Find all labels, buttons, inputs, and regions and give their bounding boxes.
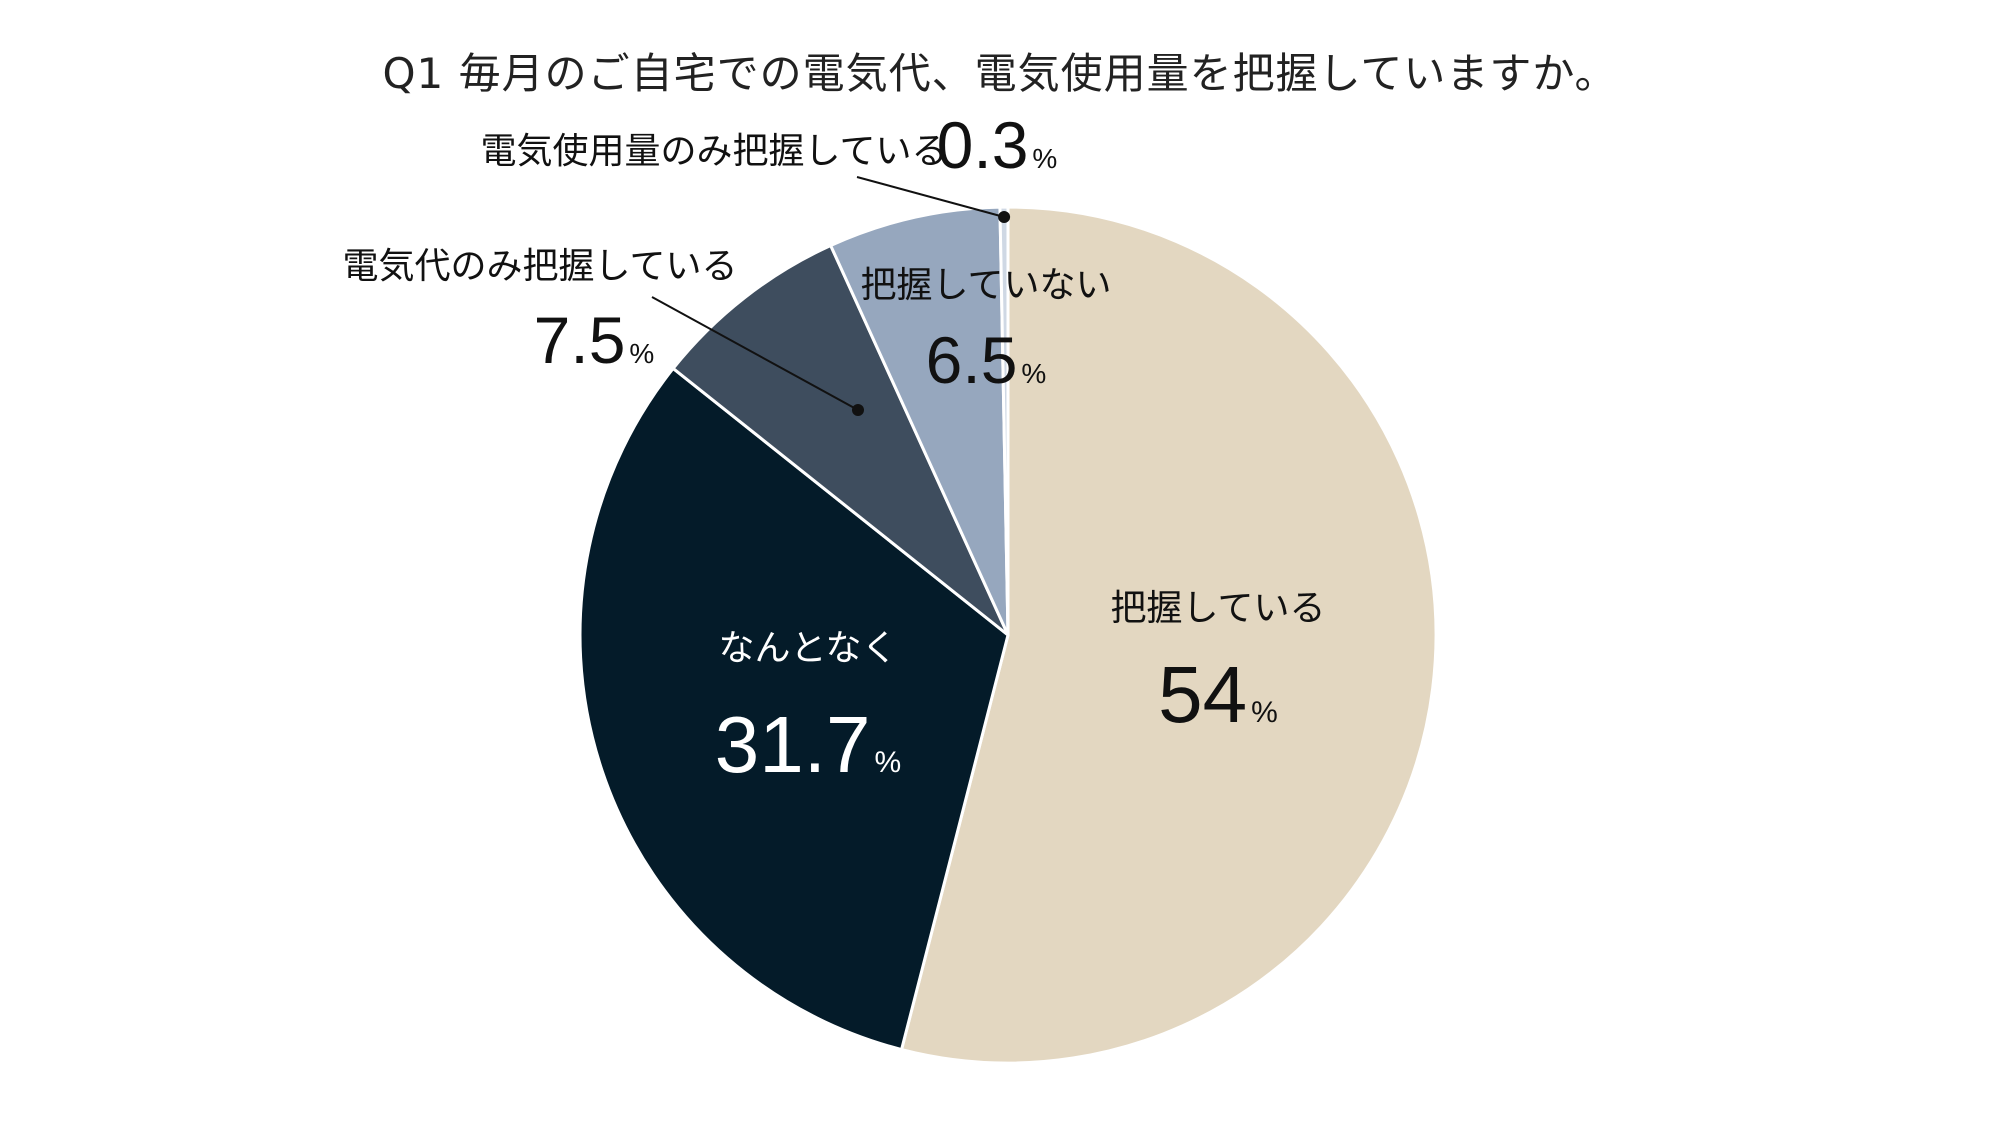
leader-lines [651,176,1011,416]
slice-label-name-0: 把握している [1111,588,1326,629]
chart-title: Q1 毎月のご自宅での電気代、電気使用量を把握していますか。 [382,49,1617,98]
pie-slice-0 [900,205,1438,1065]
pie-slice-2 [671,243,1010,637]
slice-labels: 把握している 54 % なんとなく 31.7 % 電気代のみ把握している 7.5 % 把握していな… [343,108,1326,789]
slice-label-value-4: 0.3% [937,108,1058,182]
pie-slice-1 [578,366,1010,1052]
slice-label-name-3: 把握していない [861,265,1112,306]
leader-dot-4 [998,211,1011,223]
leader-dot-2 [852,404,864,416]
slice-label-value-1: 31.7% [715,700,901,789]
slice-label-name-4: 電気使用量のみ把握している [481,131,948,172]
slice-label-name-2: 電気代のみ把握している [343,246,738,287]
pie-slices [578,205,1438,1065]
leader-line-2 [651,296,859,411]
slice-label-value-2: 7.5% [534,303,655,377]
pie-slice-3 [829,205,1010,637]
slice-label-value-0: 54% [1158,650,1278,739]
leader-line-4 [856,176,1005,218]
pie-slice-4 [998,205,1010,637]
slice-label-value-3: 6.5% [926,323,1047,397]
slice-label-name-1: なんとなく [719,628,898,669]
